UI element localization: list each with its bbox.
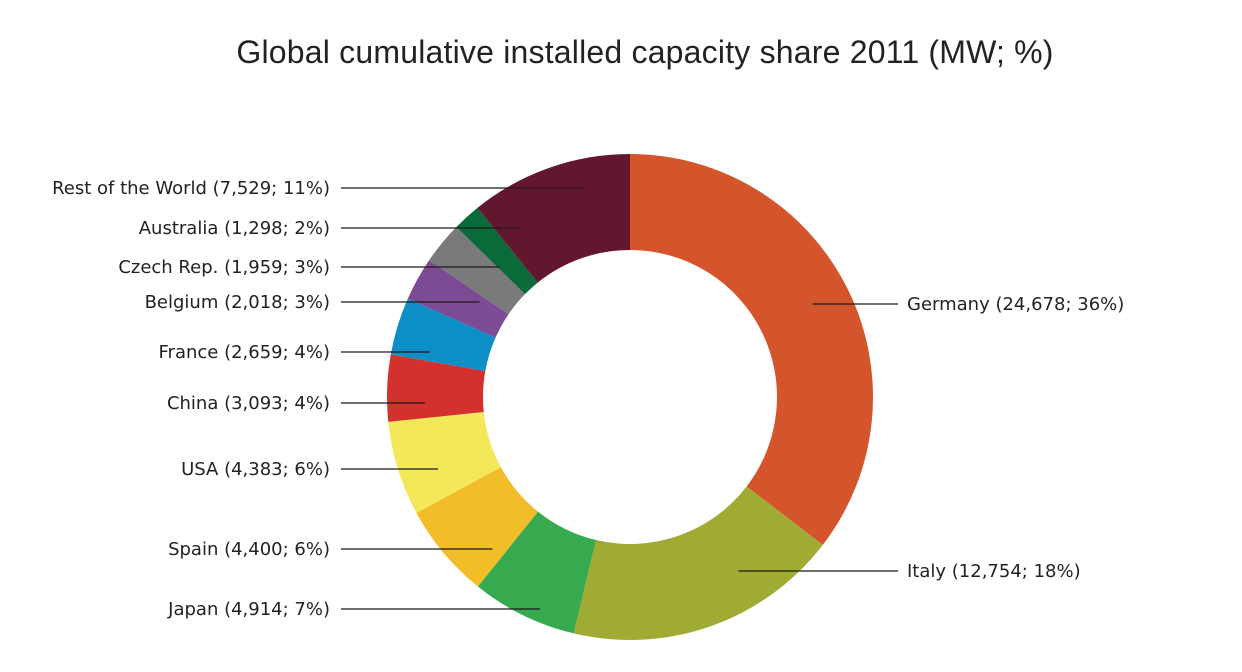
slice-usa bbox=[388, 412, 501, 513]
label-france: France (2,659; 4%) bbox=[159, 342, 331, 363]
label-italy: Italy (12,754; 18%) bbox=[907, 561, 1081, 582]
label-china: China (3,093; 4%) bbox=[167, 393, 330, 414]
label-japan: Japan (4,914; 7%) bbox=[167, 599, 330, 620]
label-usa: USA (4,383; 6%) bbox=[181, 459, 330, 480]
labels-layer: Germany (24,678; 36%) Italy (12,754; 18%)… bbox=[52, 178, 1124, 620]
slice-china bbox=[387, 354, 486, 422]
label-rest-of-the-world: Rest of the World (7,529; 11%) bbox=[52, 178, 330, 199]
slice-france bbox=[390, 298, 496, 372]
slice-czech-rep bbox=[429, 226, 525, 315]
slice-spain bbox=[416, 467, 538, 587]
leader-lines-layer bbox=[341, 187, 898, 610]
label-australia: Australia (1,298; 2%) bbox=[139, 218, 330, 239]
slice-rest-of-the-world bbox=[477, 154, 630, 283]
slice-belgium bbox=[407, 260, 509, 338]
label-belgium: Belgium (2,018; 3%) bbox=[145, 292, 330, 313]
slice-italy bbox=[573, 486, 823, 640]
label-czech-rep: Czech Rep. (1,959; 3%) bbox=[118, 257, 330, 278]
chart-title: Global cumulative installed capacity sha… bbox=[236, 34, 1054, 70]
slice-japan bbox=[477, 511, 596, 634]
label-spain: Spain (4,400; 6%) bbox=[168, 539, 330, 560]
label-germany: Germany (24,678; 36%) bbox=[907, 294, 1124, 315]
slice-australia bbox=[456, 207, 538, 295]
slice-germany bbox=[630, 154, 873, 545]
slices-layer bbox=[387, 154, 873, 640]
